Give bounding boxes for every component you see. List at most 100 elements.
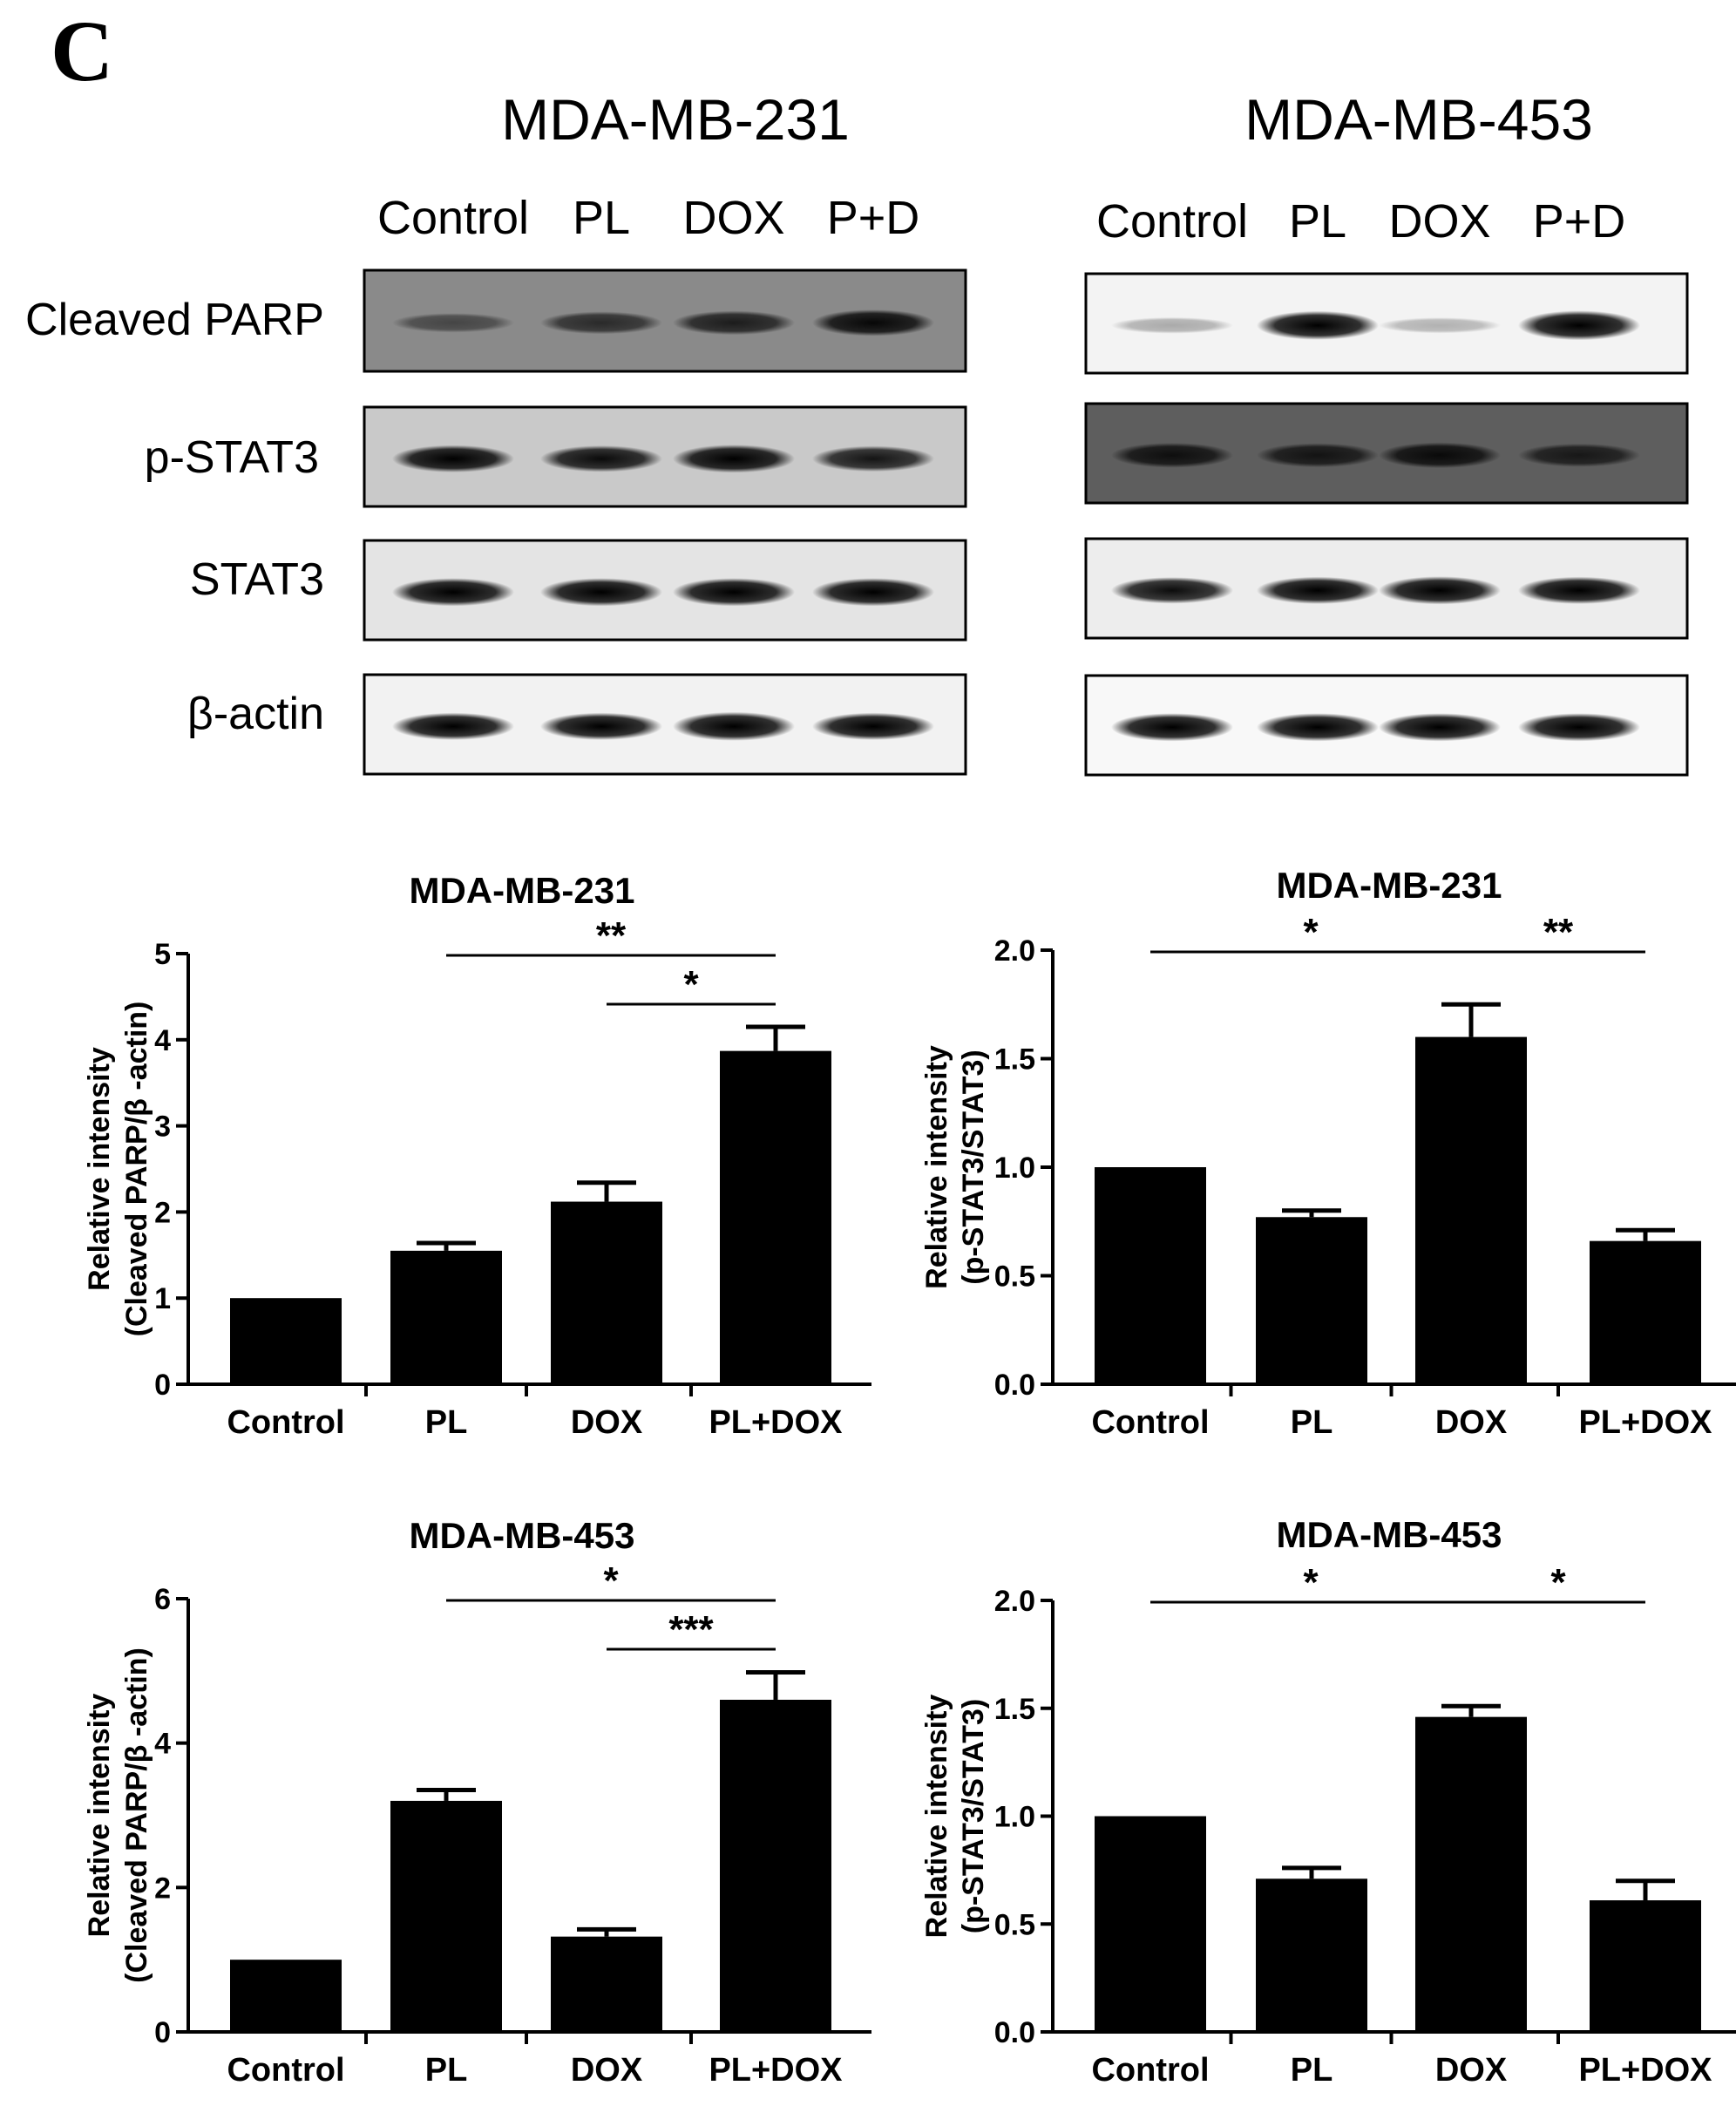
bar — [1256, 1217, 1367, 1384]
blot-band — [540, 578, 662, 607]
blot-band — [673, 711, 795, 741]
significance-label: ** — [596, 914, 627, 957]
bar — [1095, 1816, 1206, 2032]
bar-chart-4: MDA-MB-453 0.0 0.5 1.0 1.5 2.0 Control PL DOX PL+… — [920, 1514, 1736, 2089]
blot-row: p-STAT3 — [145, 405, 967, 508]
blot-row — [1084, 402, 1689, 505]
chart-title: MDA-MB-453 — [409, 1515, 634, 1556]
bar — [551, 1201, 662, 1384]
blot-row-label: Cleaved PARP — [25, 295, 324, 345]
x-tick-label: DOX — [571, 1404, 643, 1441]
bar — [1415, 1036, 1527, 1384]
blot-band — [1257, 576, 1379, 604]
bar — [390, 1250, 502, 1384]
blot-band — [540, 712, 662, 740]
x-tick-label: Control — [227, 2052, 344, 2089]
lane-label: Control — [1096, 195, 1248, 248]
bar-chart-2: MDA-MB-231 0.0 0.5 1.0 1.5 2.0 Control PL DOX PL+… — [920, 865, 1736, 1441]
y-tick-label: 4 — [154, 1728, 171, 1761]
blot-band — [1257, 310, 1379, 340]
x-tick-label: Control — [1091, 1404, 1209, 1441]
lane-label: P+D — [1533, 195, 1626, 248]
blot-header: MDA-MB-231 — [501, 87, 850, 152]
blot-row-label: β-actin — [187, 689, 324, 739]
x-tick-label: PL+DOX — [1578, 1404, 1712, 1441]
bar — [1256, 1878, 1367, 2032]
x-tick-label: DOX — [1435, 1404, 1508, 1441]
significance-label: * — [1303, 911, 1319, 954]
y-tick-label: 0.0 — [994, 2016, 1035, 2049]
bar — [1590, 1240, 1701, 1384]
y-tick-label: 3 — [154, 1111, 171, 1144]
blot-band — [812, 445, 934, 472]
significance-label: * — [603, 1559, 619, 1602]
blot-band — [1518, 576, 1640, 604]
y-tick-label: 1 — [154, 1282, 171, 1315]
chart-title: MDA-MB-453 — [1276, 1514, 1502, 1555]
blot-row: Cleaved PARP — [25, 268, 967, 373]
blot-band — [1518, 713, 1640, 742]
blot-band — [392, 313, 514, 333]
lane-label: PL — [573, 192, 630, 244]
y-axis-label: (Cleaved PARP/β -actin) — [120, 1002, 153, 1337]
blot-band — [673, 445, 795, 473]
y-tick-label: 0 — [154, 2016, 171, 2049]
blot-band — [392, 578, 514, 607]
blot-panel-1: MDA-MB-231 Control PL DOX P+D Cleaved PARP p-S… — [25, 87, 967, 776]
blot-band — [1111, 713, 1233, 742]
blot-band — [1379, 442, 1501, 469]
x-tick-label: PL+DOX — [709, 1404, 843, 1441]
y-axis-label: (Cleaved PARP/β -actin) — [120, 1647, 153, 1983]
blot-row — [1084, 537, 1689, 640]
x-tick-label: PL+DOX — [709, 2052, 843, 2089]
y-tick-label: 1.5 — [994, 1693, 1035, 1726]
chart-title: MDA-MB-231 — [1276, 865, 1502, 906]
bar — [551, 1936, 662, 2032]
blot-row-label: p-STAT3 — [145, 432, 319, 483]
y-tick-label: 4 — [154, 1024, 171, 1057]
blot-band — [812, 309, 934, 336]
blot-band — [673, 578, 795, 607]
blot-band — [812, 712, 934, 740]
blot-band — [392, 712, 514, 740]
lane-label: DOX — [682, 192, 784, 244]
x-tick-label: DOX — [1435, 2052, 1508, 2089]
blot-band — [540, 445, 662, 472]
y-tick-label: 0.0 — [994, 1369, 1035, 1402]
lane-label: P+D — [827, 192, 920, 244]
x-tick-label: PL — [1291, 2052, 1333, 2089]
y-axis-label: Relative intensity — [83, 1694, 116, 1938]
significance-label: ** — [1543, 911, 1574, 954]
y-tick-label: 2 — [154, 1872, 171, 1905]
blot-band — [812, 578, 934, 607]
lane-label: PL — [1289, 195, 1346, 248]
y-tick-label: 1.5 — [994, 1043, 1035, 1077]
blot-band — [540, 311, 662, 335]
y-tick-label: 0 — [154, 1369, 171, 1402]
x-tick-label: PL — [425, 1404, 468, 1441]
significance-label: * — [1303, 1561, 1319, 1604]
x-tick-label: PL — [1291, 1404, 1333, 1441]
y-tick-label: 2.0 — [994, 934, 1035, 968]
blot-row: STAT3 — [190, 539, 967, 642]
y-axis-label: (p-STAT3/STAT3) — [957, 1050, 990, 1284]
bar — [720, 1050, 831, 1384]
significance-label: *** — [668, 1608, 714, 1651]
blot-panel-2: MDA-MB-453 Control PL DOX P+D — [1084, 87, 1689, 777]
bar — [1590, 1900, 1701, 2032]
y-tick-label: 1.0 — [994, 1152, 1035, 1185]
blot-band — [1257, 713, 1379, 742]
y-tick-label: 0.5 — [994, 1908, 1035, 1941]
panel-label: C — [51, 3, 113, 99]
blot-band — [673, 310, 795, 336]
x-tick-label: PL+DOX — [1578, 2052, 1712, 2089]
x-tick-label: Control — [227, 1404, 344, 1441]
bar — [1095, 1167, 1206, 1384]
y-tick-label: 1.0 — [994, 1801, 1035, 1834]
blot-header: MDA-MB-453 — [1244, 87, 1593, 152]
blot-band — [1379, 576, 1501, 605]
